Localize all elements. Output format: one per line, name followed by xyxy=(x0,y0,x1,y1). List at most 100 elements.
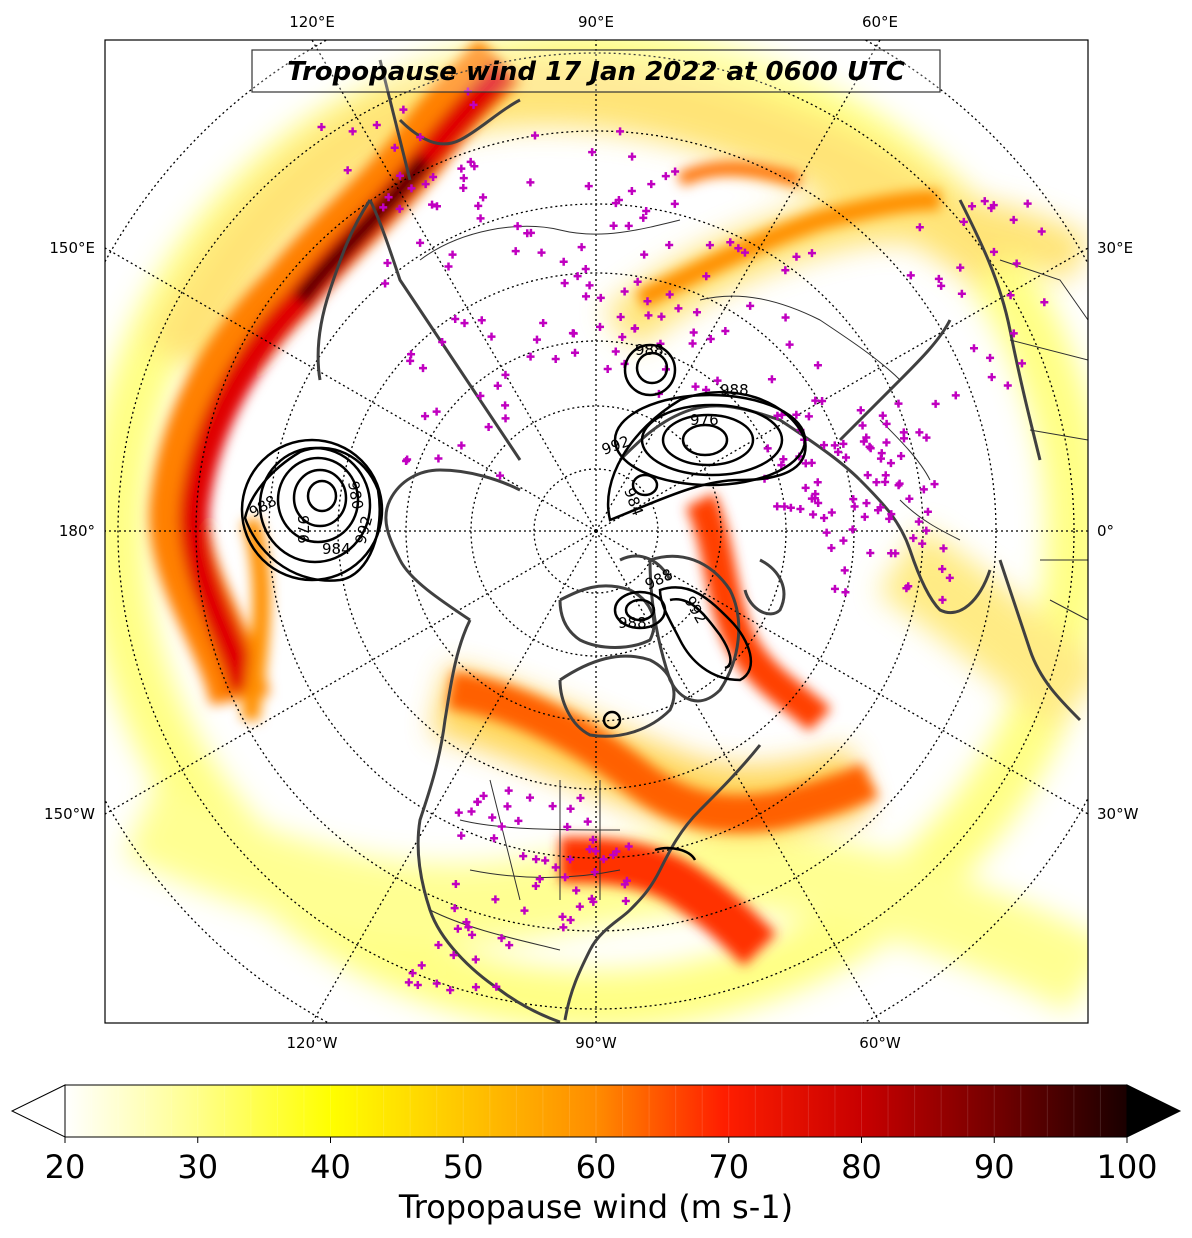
station-marker xyxy=(624,842,633,851)
station-marker xyxy=(487,332,496,341)
colorbar: 20 30 40 50 60 70 80 90 100 Tropopause wind (m s… xyxy=(10,1084,1182,1226)
station-marker xyxy=(934,274,943,283)
station-marker xyxy=(642,207,651,216)
station-marker xyxy=(611,347,620,356)
map-title: Tropopause wind 17 Jan 2022 at 0600 UTC xyxy=(287,57,905,87)
station-marker xyxy=(379,203,388,212)
station-marker xyxy=(383,258,392,267)
station-marker xyxy=(640,250,649,259)
station-marker xyxy=(539,319,548,328)
station-marker xyxy=(501,414,510,423)
station-marker xyxy=(413,980,422,989)
station-marker xyxy=(404,978,413,987)
station-marker xyxy=(616,313,625,322)
nordic-low xyxy=(606,343,807,522)
station-marker xyxy=(449,951,458,960)
station-marker xyxy=(585,845,594,854)
station-marker xyxy=(919,485,928,494)
coastlines xyxy=(316,59,1082,1023)
station-marker xyxy=(429,172,438,181)
station-marker xyxy=(937,281,946,290)
station-marker xyxy=(462,918,471,927)
station-marker xyxy=(384,193,393,202)
colorbar-steps xyxy=(91,1085,1101,1137)
station-marker xyxy=(834,448,843,457)
station-marker xyxy=(689,328,698,337)
station-marker xyxy=(814,498,823,507)
station-marker xyxy=(860,512,869,521)
station-marker xyxy=(434,454,443,463)
station-marker xyxy=(691,382,700,391)
station-marker xyxy=(862,433,871,442)
station-marker xyxy=(809,510,818,519)
station-marker xyxy=(563,822,572,831)
contour-label: 976 xyxy=(690,411,719,429)
station-marker xyxy=(432,202,441,211)
station-marker xyxy=(575,902,584,911)
station-marker xyxy=(582,292,591,301)
station-marker xyxy=(591,847,600,856)
station-marker xyxy=(526,178,535,187)
colorbar-tick-label: 20 xyxy=(45,1148,86,1186)
colorbar-tick-label: 50 xyxy=(443,1148,484,1186)
station-marker xyxy=(726,238,735,247)
station-marker xyxy=(1003,381,1012,390)
colorbar-tick-label: 30 xyxy=(177,1148,218,1186)
station-marker xyxy=(497,822,506,831)
station-marker xyxy=(882,438,891,447)
station-marker xyxy=(618,332,627,341)
lon-label-bottom: 60°W xyxy=(859,1034,901,1052)
station-marker xyxy=(839,536,848,545)
station-marker xyxy=(381,279,390,288)
station-marker xyxy=(496,471,505,480)
station-marker xyxy=(599,855,608,864)
station-marker xyxy=(866,444,875,453)
station-marker xyxy=(931,399,940,408)
station-marker xyxy=(807,494,816,503)
station-marker xyxy=(688,339,697,348)
station-marker xyxy=(551,863,560,872)
station-marker xyxy=(818,396,827,405)
station-marker xyxy=(881,471,890,480)
station-marker xyxy=(457,164,466,173)
lon-label-left: 150°W xyxy=(44,805,95,823)
station-marker xyxy=(657,312,666,321)
station-marker xyxy=(438,337,447,346)
station-marker xyxy=(850,502,859,511)
station-marker xyxy=(923,507,932,516)
station-marker xyxy=(891,549,900,558)
station-marker xyxy=(519,852,528,861)
station-marker xyxy=(468,930,477,939)
station-marker xyxy=(479,193,488,202)
station-marker xyxy=(957,289,966,298)
station-marker xyxy=(895,479,904,488)
station-marker xyxy=(938,564,947,573)
station-marker xyxy=(532,855,541,864)
station-marker xyxy=(899,428,908,437)
station-marker xyxy=(877,449,886,458)
station-marker xyxy=(526,352,535,361)
station-marker xyxy=(804,412,813,421)
station-marker xyxy=(945,573,954,582)
station-marker xyxy=(614,196,623,205)
station-marker xyxy=(887,510,896,519)
graticule xyxy=(105,40,1088,1023)
station-marker xyxy=(484,423,493,432)
station-marker xyxy=(559,923,568,932)
station-marker xyxy=(457,831,466,840)
station-marker xyxy=(820,514,829,523)
station-marker xyxy=(1009,215,1018,224)
station-marker xyxy=(885,514,894,523)
station-marker xyxy=(572,886,581,895)
station-marker xyxy=(628,152,637,161)
station-marker xyxy=(603,365,612,374)
map-panel: 988 976 980 984 992 988 976 992 984 988 … xyxy=(105,40,1088,1023)
station-marker xyxy=(886,459,895,468)
station-marker xyxy=(348,127,357,136)
station-marker xyxy=(464,923,473,932)
colorbar-extend-max xyxy=(1126,1084,1182,1138)
station-marker xyxy=(558,912,567,921)
station-marker xyxy=(779,455,788,464)
station-marker xyxy=(488,813,497,822)
lon-label-right: 30°W xyxy=(1097,805,1139,823)
